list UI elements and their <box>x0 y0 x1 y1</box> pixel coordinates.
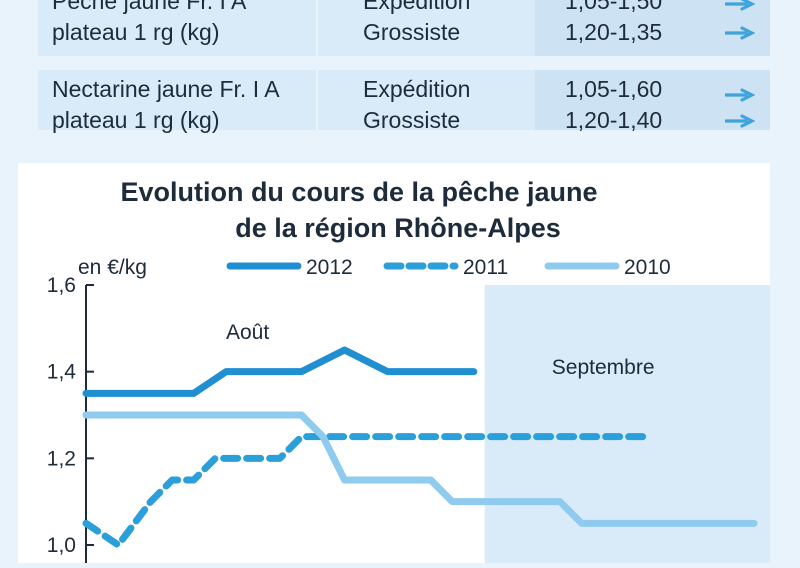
september-shaded-band <box>484 285 770 563</box>
product-label: Nectarine jaune Fr. I A <box>52 76 280 102</box>
price-column-cell: 1,05-1,60 1,20-1,40 <box>535 70 770 133</box>
product-label: plateau 1 rg (kg) <box>52 19 220 45</box>
price-column-cell: 1,05-1,50 1,20-1,35 <box>535 0 770 56</box>
price-value: 1,05-1,60 <box>565 76 663 102</box>
price-evolution-chart: Evolution du cours de la pêche jaune de … <box>47 177 770 563</box>
table-row: 1,05-1,60 1,20-1,40 Nectarine jaune Fr. … <box>38 70 770 133</box>
price-value: 1,20-1,40 <box>565 107 663 133</box>
period-label: Septembre <box>552 356 655 379</box>
price-value: 1,05-1,50 <box>565 0 663 14</box>
arrow-right-icon <box>725 0 755 11</box>
arrow-right-icon <box>725 88 755 102</box>
y-tick-label: 1,6 <box>47 274 76 297</box>
period-labels: Août Septembre <box>226 321 655 379</box>
product-label: plateau 1 rg (kg) <box>52 107 220 133</box>
channel-label: Grossiste <box>363 19 461 45</box>
table-row: 1,05-1,50 1,20-1,35 Pêche jaune Fr. I A … <box>38 0 770 56</box>
product-label: Pêche jaune Fr. I A <box>52 0 247 14</box>
column-divider <box>316 0 318 56</box>
y-tick-label: 1,4 <box>47 361 77 384</box>
chart-title-line-2: de la région Rhône-Alpes <box>235 213 561 243</box>
series-lines <box>82 346 758 549</box>
y-tick-label: 1,2 <box>47 447 76 470</box>
column-divider <box>316 70 318 130</box>
y-axis-unit-label: en €/kg <box>78 256 147 279</box>
arrow-right-icon <box>725 114 755 128</box>
series-line-2010 <box>82 411 758 527</box>
price-value: 1,20-1,35 <box>565 19 663 45</box>
legend-entry: 2011 <box>463 256 508 279</box>
period-label: Août <box>226 321 269 344</box>
price-table: 1,05-1,50 1,20-1,35 Pêche jaune Fr. I A … <box>38 0 770 133</box>
arrow-right-icon <box>725 26 755 40</box>
series-line-2011 <box>82 433 650 549</box>
chart-title-line-1: Evolution du cours de la pêche jaune <box>120 177 597 207</box>
channel-label: Expédition <box>363 0 471 14</box>
legend-entry: 2012 <box>306 256 353 279</box>
channel-label: Grossiste <box>363 107 461 133</box>
legend: 2012 2011 2010 <box>226 256 671 279</box>
y-tick-label: 1,0 <box>47 534 76 557</box>
channel-label: Expédition <box>363 76 471 102</box>
series-line-2012 <box>82 346 478 397</box>
chart-panel: Evolution du cours de la pêche jaune de … <box>18 163 770 563</box>
legend-entry: 2010 <box>624 256 671 279</box>
